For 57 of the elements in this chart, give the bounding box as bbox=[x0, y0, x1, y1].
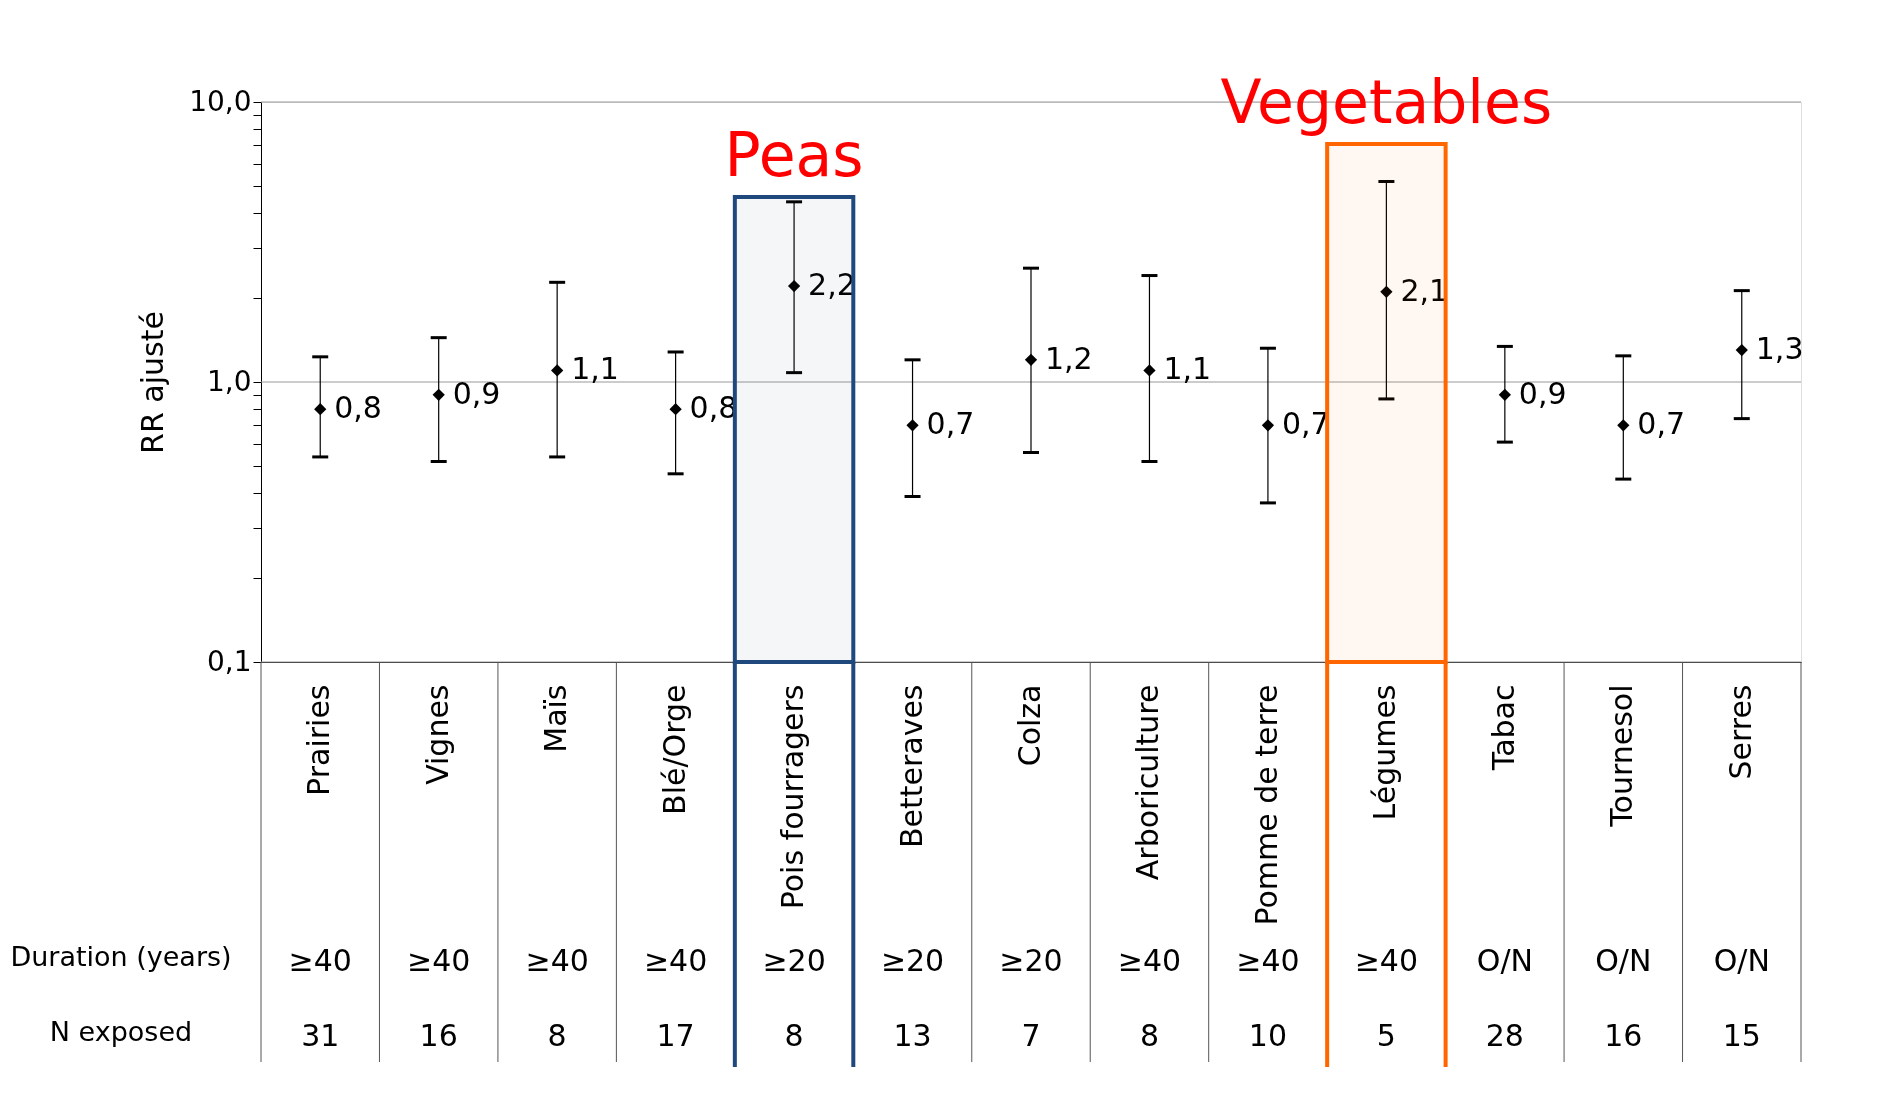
text: ≥40 bbox=[288, 943, 352, 978]
band-label: Peas bbox=[724, 120, 864, 190]
x-tick-label: Légumes bbox=[1367, 684, 1403, 821]
x-tick-label: Maïs bbox=[538, 684, 574, 753]
text: 8 bbox=[784, 1018, 804, 1053]
x-tick-label: Pomme de terre bbox=[1248, 684, 1284, 926]
data-label: 2,1 bbox=[1400, 272, 1449, 308]
y-tick-label: 1,0 bbox=[206, 364, 252, 398]
text: ≥40 bbox=[1117, 943, 1182, 978]
text: 8 bbox=[1139, 1018, 1160, 1053]
x-tick-label: Vignes bbox=[419, 684, 455, 785]
text: 16 bbox=[419, 1018, 458, 1053]
data-label: 1,2 bbox=[1045, 340, 1093, 376]
text: ≥40 bbox=[643, 943, 708, 978]
data-label: 1,1 bbox=[1163, 351, 1212, 387]
data-label: 0,8 bbox=[334, 390, 382, 426]
text: ≥20 bbox=[999, 943, 1063, 978]
text: 28 bbox=[1485, 1018, 1524, 1053]
y-tick-label: 10,0 bbox=[189, 84, 252, 118]
x-tick-label: Serres bbox=[1722, 684, 1758, 780]
text: ≥40 bbox=[525, 943, 589, 978]
data-label: 0,7 bbox=[1637, 406, 1686, 442]
text: 5 bbox=[1376, 1018, 1396, 1053]
x-tick-label: Betteraves bbox=[893, 684, 929, 849]
text: 16 bbox=[1604, 1018, 1643, 1053]
text: 31 bbox=[301, 1018, 340, 1053]
x-tick-label: Pois fourragers bbox=[775, 684, 811, 910]
text: 15 bbox=[1722, 1018, 1761, 1053]
text: 17 bbox=[656, 1018, 695, 1053]
data-label: 0,9 bbox=[452, 375, 501, 411]
text: 8 bbox=[547, 1018, 567, 1053]
text: Duration (years) bbox=[10, 941, 232, 972]
x-tick-label: Prairies bbox=[301, 684, 337, 796]
text: 7 bbox=[1021, 1018, 1041, 1053]
text: O/N bbox=[1595, 943, 1652, 978]
data-label: 1,1 bbox=[571, 351, 619, 387]
text: O/N bbox=[1713, 943, 1770, 978]
y-axis-title: RR ajusté bbox=[135, 311, 171, 454]
band-label: Vegetables bbox=[1220, 67, 1553, 137]
text: 13 bbox=[893, 1018, 932, 1053]
text: ≥40 bbox=[1236, 943, 1300, 978]
x-tick-label: Tabac bbox=[1485, 684, 1521, 772]
text: N exposed bbox=[49, 1016, 193, 1047]
text: ≥40 bbox=[1354, 943, 1419, 978]
y-tick-label: 0,1 bbox=[206, 644, 252, 678]
text: ≥20 bbox=[880, 943, 945, 978]
x-tick-label: Arboriculture bbox=[1130, 684, 1166, 881]
text: 10 bbox=[1248, 1018, 1288, 1053]
data-label: 1,3 bbox=[1755, 331, 1804, 367]
data-label: 0,9 bbox=[1518, 375, 1567, 411]
text: ≥20 bbox=[762, 943, 826, 978]
data-label: 0,7 bbox=[926, 406, 975, 442]
text: O/N bbox=[1476, 943, 1533, 978]
x-tick-label: Blé/Orge bbox=[656, 684, 692, 815]
x-tick-label: Colza bbox=[1012, 684, 1047, 767]
x-tick-label: Tournesol bbox=[1604, 684, 1640, 828]
text: ≥40 bbox=[407, 943, 471, 978]
